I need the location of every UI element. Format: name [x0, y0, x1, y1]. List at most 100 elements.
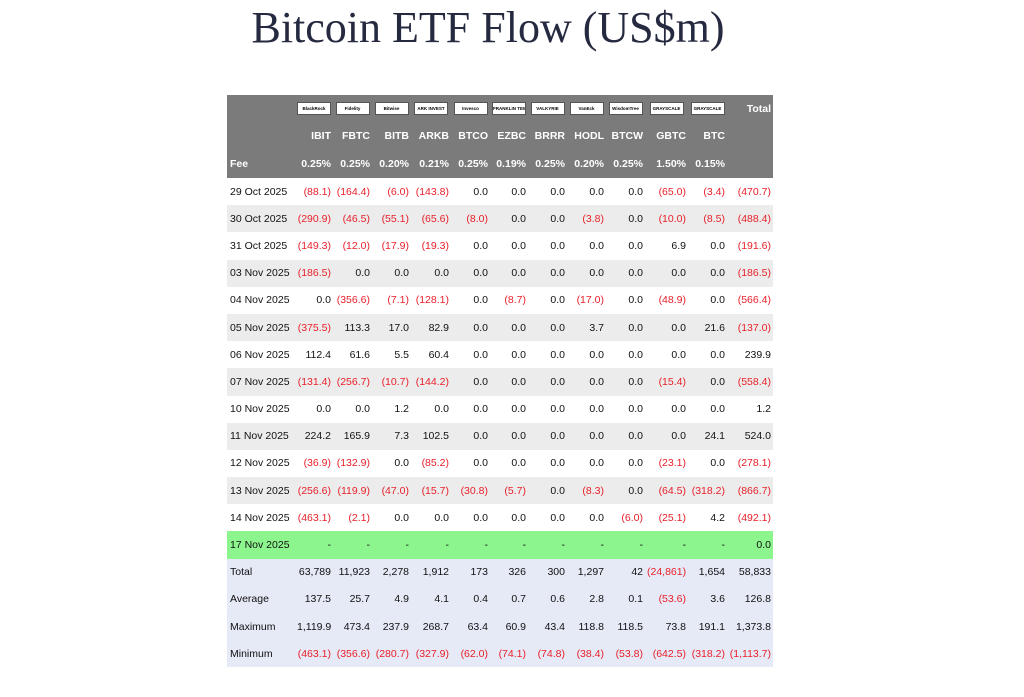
flow-value: 0.0 [567, 259, 606, 287]
flow-value: (318.2) [688, 477, 727, 505]
flow-value: (55.1) [372, 205, 411, 233]
flow-value: 0.0 [645, 422, 688, 450]
flow-value: 0.0 [451, 449, 490, 478]
summary-label: Average [227, 585, 295, 613]
flow-value: 524.0 [727, 422, 773, 450]
flow-value: 1,373.8 [727, 613, 773, 641]
flow-value: (144.2) [411, 368, 451, 396]
date: 10 Nov 2025 [227, 395, 295, 423]
flow-value: 7.3 [372, 422, 411, 450]
blank-cell [727, 122, 773, 150]
date-row: 07 Nov 2025 (131.4) (256.7) (10.7) (144.2) 0.… [227, 368, 773, 396]
blank-cell [227, 122, 295, 150]
flow-value: 0.0 [606, 341, 645, 369]
flow-value: 4.1 [411, 585, 451, 613]
flow-value: 0.0 [490, 232, 528, 260]
flow-value: (74.8) [528, 640, 567, 668]
fee: 0.19% [490, 150, 528, 178]
flow-value: 0.0 [333, 395, 372, 423]
flow-value: 0.0 [451, 232, 490, 260]
flow-value: 42 [606, 558, 645, 586]
fund-logo: VALKYRIE [530, 102, 565, 115]
flow-value: 326 [490, 558, 528, 586]
flow-value: - [372, 531, 411, 559]
flow-value: 2,278 [372, 558, 411, 586]
flow-value: (46.5) [333, 205, 372, 233]
flow-value: (53.6) [645, 585, 688, 613]
flow-value: 0.0 [567, 368, 606, 396]
etf-flow-table: BlackRock Fidelity Bitwise ARK INVEST Invesc… [227, 95, 773, 668]
flow-value: (186.5) [295, 259, 333, 287]
summary-label: Total [227, 558, 295, 586]
flow-value: 0.0 [606, 286, 645, 314]
logo-cell: GRAYSCALE [645, 95, 688, 122]
date-row: 12 Nov 2025 (36.9) (132.9) 0.0 (85.2) 0.0 0.0 0… [227, 449, 773, 478]
ticker: BTC [688, 122, 727, 150]
flow-value: 0.0 [606, 395, 645, 423]
ticker: FBTC [333, 122, 372, 150]
ticker: ARKB [411, 122, 451, 150]
flow-value: 0.0 [528, 313, 567, 342]
flow-value: 0.0 [606, 449, 645, 478]
fee: 0.25% [528, 150, 567, 178]
flow-value: (6.0) [606, 504, 645, 532]
flow-value: 0.0 [490, 341, 528, 369]
flow-value: (463.1) [295, 504, 333, 532]
flow-value: - [645, 531, 688, 559]
ticker: BTCW [606, 122, 645, 150]
flow-value: 237.9 [372, 613, 411, 641]
flow-value: 0.0 [528, 205, 567, 233]
flow-value: 1.2 [727, 395, 773, 423]
flow-value: 0.1 [606, 585, 645, 613]
date-row: 11 Nov 2025 224.2 165.9 7.3 102.5 0.0 0.0 0.0 0.… [227, 422, 773, 450]
flow-value: 0.0 [411, 504, 451, 532]
flow-value: 0.0 [688, 259, 727, 287]
fee: 0.15% [688, 150, 727, 178]
logo-cell: VanEck [567, 95, 606, 122]
flow-value: (8.7) [490, 286, 528, 314]
flow-value: (17.9) [372, 232, 411, 260]
flow-value: (290.9) [295, 205, 333, 233]
summary-row: Minimum (463.1) (356.6) (280.7) (327.9) (62.0… [227, 640, 773, 668]
flow-value: 0.0 [528, 395, 567, 423]
fee: 0.20% [567, 150, 606, 178]
blank-cell [727, 150, 773, 178]
flow-value: 0.0 [451, 178, 490, 206]
flow-value: 0.0 [490, 368, 528, 396]
flow-value: 0.0 [528, 232, 567, 260]
date-row: 30 Oct 2025 (290.9) (46.5) (55.1) (65.6) (8.0… [227, 205, 773, 233]
total-header: Total [727, 95, 773, 122]
flow-value: 0.0 [567, 178, 606, 206]
flow-value: 3.7 [567, 313, 606, 342]
flow-value: (15.7) [411, 477, 451, 505]
date-row: 29 Oct 2025 (88.1) (164.4) (6.0) (143.8) 0.0 0… [227, 178, 773, 206]
flow-value: (30.8) [451, 477, 490, 505]
flow-value: 63.4 [451, 613, 490, 641]
fee: 0.21% [411, 150, 451, 178]
flow-value: 60.4 [411, 341, 451, 369]
flow-value: 239.9 [727, 341, 773, 369]
flow-value: 0.0 [567, 422, 606, 450]
flow-value: 63,789 [295, 558, 333, 586]
flow-value: 0.0 [567, 395, 606, 423]
flow-value: (8.5) [688, 205, 727, 233]
fee: 0.20% [372, 150, 411, 178]
flow-value: 0.0 [688, 395, 727, 423]
flow-value: (25.1) [645, 504, 688, 532]
date: 29 Oct 2025 [227, 178, 295, 206]
flow-value: 0.0 [451, 422, 490, 450]
flow-value: (62.0) [451, 640, 490, 668]
flow-value: 0.0 [295, 286, 333, 314]
flow-value: (132.9) [333, 449, 372, 478]
flow-value: 17.0 [372, 313, 411, 342]
fund-logo: WisdomTree [608, 102, 643, 115]
flow-value: (64.5) [645, 477, 688, 505]
flow-value: 21.6 [688, 313, 727, 342]
flow-value: 0.0 [606, 368, 645, 396]
flow-value: 0.0 [688, 449, 727, 478]
date-row: 05 Nov 2025 (375.5) 113.3 17.0 82.9 0.0 0.0 0.0… [227, 313, 773, 342]
date: 04 Nov 2025 [227, 286, 295, 314]
flow-value: 0.0 [528, 368, 567, 396]
flow-value: (7.1) [372, 286, 411, 314]
flow-value: 113.3 [333, 313, 372, 342]
